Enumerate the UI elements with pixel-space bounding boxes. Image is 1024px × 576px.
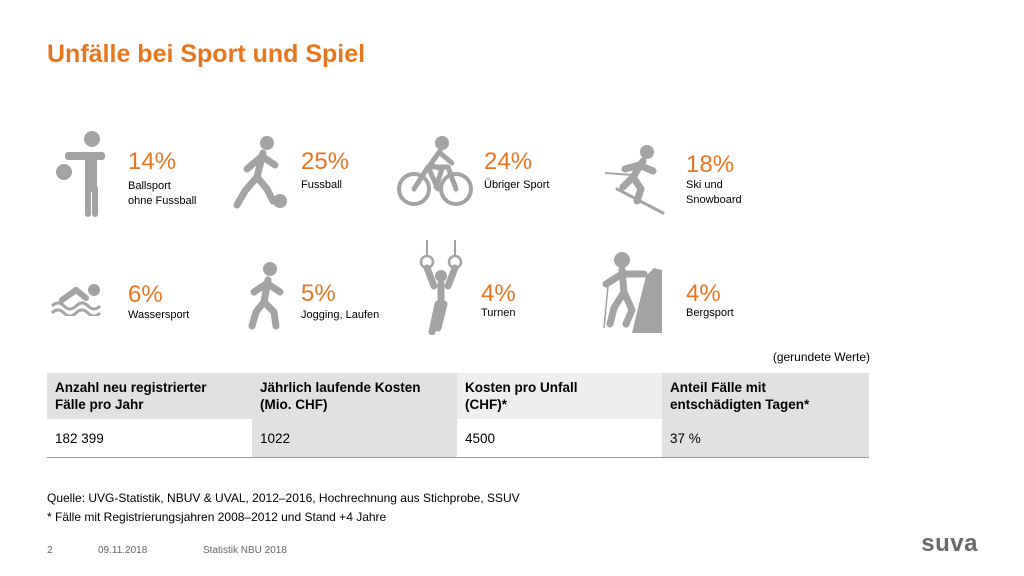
kpi-table: Anzahl neu registrierter Fälle pro Jahr … — [47, 373, 869, 458]
table-header: Jährlich laufende Kosten (Mio. CHF) — [252, 373, 457, 419]
footer-date: 09.11.2018 — [98, 545, 148, 556]
stat-jogging: 5% Jogging, Laufen — [246, 262, 416, 332]
stat-label: Übriger Sport — [484, 179, 550, 191]
running-icon — [248, 262, 284, 330]
table-header: Anteil Fälle mit entschädigten Tagen* — [662, 373, 869, 419]
skiing-icon — [604, 145, 665, 215]
footnote-line: * Fälle mit Registrierungsjahren 2008–20… — [47, 510, 387, 524]
stat-uebriger-sport: 24% Übriger Sport — [396, 135, 576, 215]
stat-percent: 18% — [686, 151, 735, 178]
table-header: Anzahl neu registrierter Fälle pro Jahr — [47, 373, 252, 419]
ballsport-icon — [56, 131, 105, 217]
suva-logo: suva — [921, 530, 978, 557]
stat-percent: 4% — [481, 280, 516, 307]
stat-label: Fussball — [301, 179, 342, 191]
stat-ski: 18% Ski und Snowboard — [603, 143, 783, 223]
stat-percent: 4% — [686, 280, 721, 307]
stat-percent: 5% — [301, 280, 336, 307]
stat-fussball: 25% Fussball — [233, 135, 403, 215]
climbing-icon — [602, 252, 662, 333]
table-cell: 4500 — [457, 419, 662, 458]
stat-label: Bergsport — [686, 307, 734, 319]
stat-label: Turnen — [481, 307, 516, 319]
rounding-note: (gerundete Werte) — [772, 350, 870, 364]
stat-percent: 14% — [128, 148, 177, 175]
stat-label: Jogging, Laufen — [301, 309, 380, 321]
page-title: Unfälle bei Sport und Spiel — [47, 40, 366, 68]
stat-label: Ski und Snowboard — [686, 179, 742, 206]
gymnastics-rings-icon — [419, 240, 463, 335]
table-cell: 182 399 — [47, 419, 252, 458]
stat-percent: 25% — [301, 148, 350, 175]
stat-percent: 24% — [484, 148, 533, 175]
stat-label: Wassersport — [128, 309, 190, 321]
cycling-icon — [397, 136, 473, 206]
stat-bergsport: 4% Bergsport — [596, 248, 766, 336]
stat-turnen: 4% Turnen — [418, 240, 588, 335]
swimming-icon — [50, 284, 102, 316]
table-cell: 1022 — [252, 419, 457, 458]
stat-percent: 6% — [128, 281, 163, 308]
page-number: 2 — [47, 545, 53, 556]
table-header: Kosten pro Unfall (CHF)* — [457, 373, 662, 419]
stat-ballsport: 14% Ballsport ohne Fussball — [55, 130, 225, 220]
stat-wassersport: 6% Wassersport — [50, 280, 220, 330]
table-header-row: Anzahl neu registrierter Fälle pro Jahr … — [47, 373, 869, 419]
source-line: Quelle: UVG-Statistik, NBUV & UVAL, 2012… — [47, 491, 520, 505]
table-row: 182 399 1022 4500 37 % — [47, 419, 869, 458]
source-notes: Quelle: UVG-Statistik, NBUV & UVAL, 2012… — [47, 489, 520, 527]
footer-document: Statistik NBU 2018 — [203, 545, 287, 556]
stat-label: Ballsport ohne Fussball — [128, 180, 197, 207]
fussball-icon — [233, 136, 287, 209]
table-cell: 37 % — [662, 419, 869, 458]
